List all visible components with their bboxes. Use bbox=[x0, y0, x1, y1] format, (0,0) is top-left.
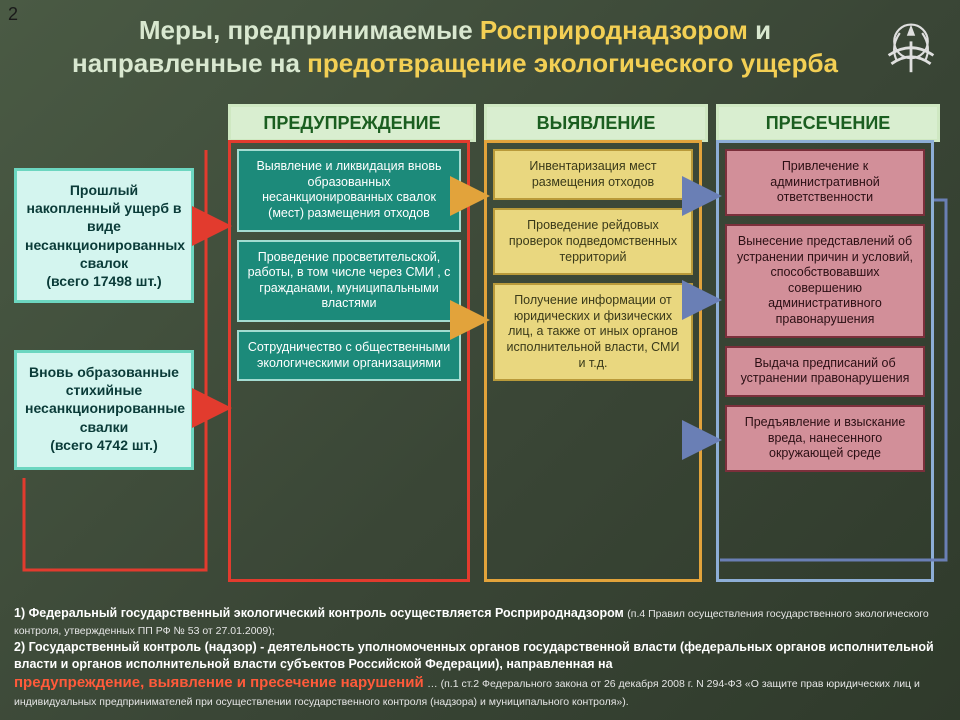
column-prevention: Выявление и ликвидация вновь образованны… bbox=[228, 140, 470, 582]
slide-number: 2 bbox=[8, 4, 18, 25]
column-header-suppression: ПРЕСЕЧЕНИЕ bbox=[716, 104, 940, 142]
box-detection-2: Получение информации от юридических и фи… bbox=[493, 283, 693, 381]
slide-title: Меры, предпринимаемые Росприроднадзором … bbox=[60, 14, 850, 79]
box-detection-1: Проведение рейдовых проверок подведомств… bbox=[493, 208, 693, 275]
box-prevention-2: Сотрудничество с общественными экологиче… bbox=[237, 330, 461, 381]
column-header-prevention: ПРЕДУПРЕЖДЕНИЕ bbox=[228, 104, 476, 142]
box-suppression-0: Привлечение к административной ответстве… bbox=[725, 149, 925, 216]
column-header-detection: ВЫЯВЛЕНИЕ bbox=[484, 104, 708, 142]
left-box-1: Вновь образованные стихийные несанкциони… bbox=[14, 350, 194, 470]
box-suppression-2: Выдача предписаний об устранении правона… bbox=[725, 346, 925, 397]
box-suppression-1: Вынесение представлений об устранении пр… bbox=[725, 224, 925, 338]
box-detection-0: Инвентаризация мест размещения отходов bbox=[493, 149, 693, 200]
emblem-icon bbox=[876, 12, 946, 82]
left-box-0: Прошлый накопленный ущерб в виде несанкц… bbox=[14, 168, 194, 303]
box-prevention-0: Выявление и ликвидация вновь образованны… bbox=[237, 149, 461, 232]
column-suppression: Привлечение к административной ответстве… bbox=[716, 140, 934, 582]
footnotes: 1) Федеральный государственный экологиче… bbox=[14, 605, 946, 710]
column-detection: Инвентаризация мест размещения отходов Пр… bbox=[484, 140, 702, 582]
box-suppression-3: Предъявление и взыскание вреда, нанесенн… bbox=[725, 405, 925, 472]
box-prevention-1: Проведение просветительской, работы, в т… bbox=[237, 240, 461, 323]
